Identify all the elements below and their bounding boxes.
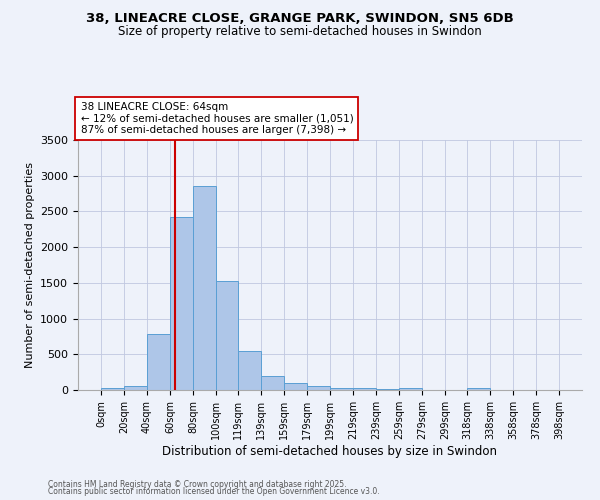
Text: Contains public sector information licensed under the Open Government Licence v3: Contains public sector information licen…	[48, 487, 380, 496]
Bar	[467, 388, 490, 390]
Bar	[147, 334, 170, 390]
Text: 38, LINEACRE CLOSE, GRANGE PARK, SWINDON, SN5 6DB: 38, LINEACRE CLOSE, GRANGE PARK, SWINDON…	[86, 12, 514, 26]
Bar	[124, 386, 147, 390]
Bar	[170, 217, 193, 390]
Bar	[193, 186, 216, 390]
Y-axis label: Number of semi-detached properties: Number of semi-detached properties	[25, 162, 35, 368]
Bar	[376, 388, 399, 390]
Bar	[216, 282, 238, 390]
Bar	[330, 388, 353, 390]
Bar	[284, 383, 307, 390]
Bar	[261, 376, 284, 390]
Bar	[399, 388, 422, 390]
Bar	[101, 388, 124, 390]
Bar	[238, 350, 261, 390]
Bar	[353, 388, 376, 390]
Text: Size of property relative to semi-detached houses in Swindon: Size of property relative to semi-detach…	[118, 25, 482, 38]
Text: 38 LINEACRE CLOSE: 64sqm
← 12% of semi-detached houses are smaller (1,051)
87% o: 38 LINEACRE CLOSE: 64sqm ← 12% of semi-d…	[80, 102, 353, 135]
X-axis label: Distribution of semi-detached houses by size in Swindon: Distribution of semi-detached houses by …	[163, 444, 497, 458]
Text: Contains HM Land Registry data © Crown copyright and database right 2025.: Contains HM Land Registry data © Crown c…	[48, 480, 347, 489]
Bar	[307, 386, 330, 390]
